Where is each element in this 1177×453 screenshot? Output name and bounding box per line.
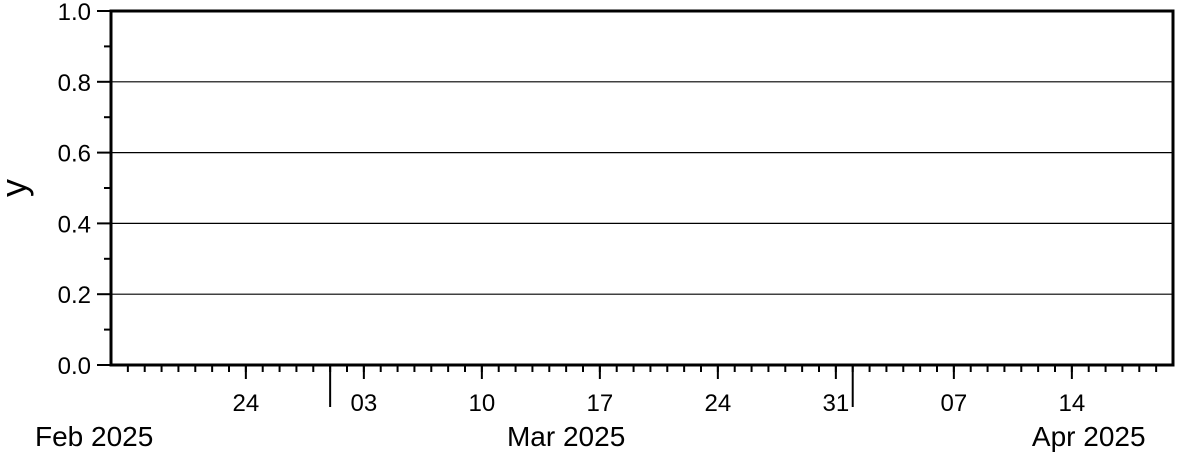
- x-tick-label: 24: [233, 390, 260, 417]
- y-tick-label: 0.0: [58, 353, 91, 380]
- x-tick-label: 31: [823, 390, 850, 417]
- x-month-label: Mar 2025: [507, 421, 625, 452]
- y-tick-label: 0.4: [58, 211, 91, 238]
- y-tick-label: 0.2: [58, 282, 91, 309]
- y-axis-label: y: [0, 179, 34, 197]
- y-tick-label: 0.8: [58, 70, 91, 97]
- x-tick-label: 17: [587, 390, 614, 417]
- x-tick-label: 07: [941, 390, 968, 417]
- grid-lines: [111, 81, 1173, 295]
- x-tick-label: 03: [351, 390, 378, 417]
- x-tick-label: 14: [1059, 390, 1086, 417]
- x-month-label: Apr 2025: [1032, 421, 1146, 452]
- x-axis: 24 03 10 17 24 31 07 14 Feb 2025 Mar 2025 Apr 2025: [35, 365, 1158, 452]
- plot-frame: [109, 9, 1175, 367]
- y-tick-label: 0.6: [58, 141, 91, 168]
- y-tick-label: 1.0: [58, 0, 91, 26]
- y-axis: 0.0 0.2 0.4 0.6 0.8 1.0: [58, 0, 111, 380]
- x-tick-label: 10: [469, 390, 496, 417]
- x-month-label: Feb 2025: [35, 421, 153, 452]
- x-tick-label: 24: [705, 390, 732, 417]
